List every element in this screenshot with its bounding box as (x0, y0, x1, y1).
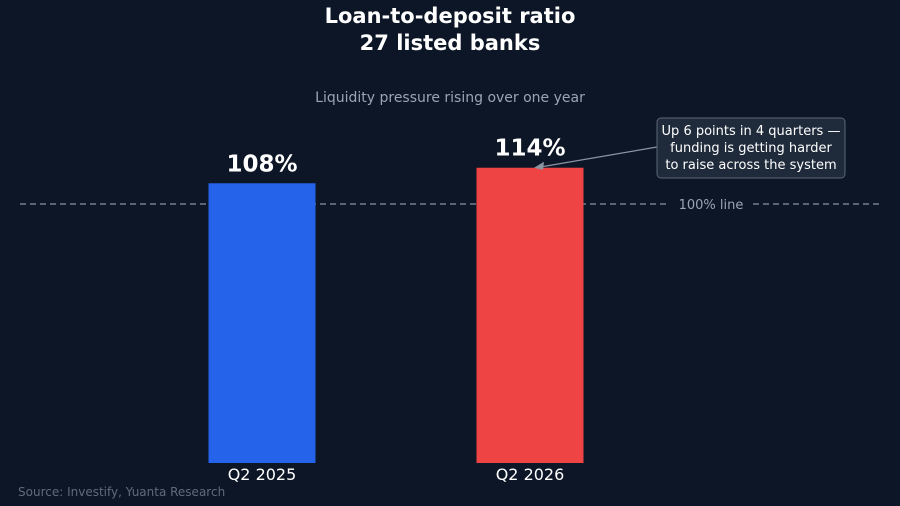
reference-line-label: 100% line (679, 198, 744, 213)
chart-subtitle: Liquidity pressure rising over one year (315, 90, 585, 106)
bar-2 (476, 167, 584, 464)
annotation-text-line-2: funding is getting harder (670, 141, 832, 156)
chart-title-line-1: Loan-to-deposit ratio (325, 4, 576, 28)
annotation-arrow (535, 146, 658, 169)
bar-1 (208, 183, 316, 463)
annotation-text-line-1: Up 6 points in 4 quarters — (662, 124, 841, 139)
x-tick-label-1: Q2 2025 (228, 465, 297, 484)
value-label-2: 114% (494, 136, 565, 162)
x-tick-label-2: Q2 2026 (496, 465, 565, 484)
annotation-text-line-3: to raise across the system (665, 158, 836, 173)
plot-area: 100% line 108% Q2 2025 114% Q2 2026 Up 6 poin… (20, 117, 880, 484)
annotation-box (656, 117, 846, 179)
chart-title-line-2: 27 listed banks (360, 31, 541, 55)
annotation-arrowhead (534, 161, 544, 170)
value-label-1: 108% (226, 151, 297, 177)
source-note: Source: Investify, Yuanta Research (18, 485, 225, 499)
